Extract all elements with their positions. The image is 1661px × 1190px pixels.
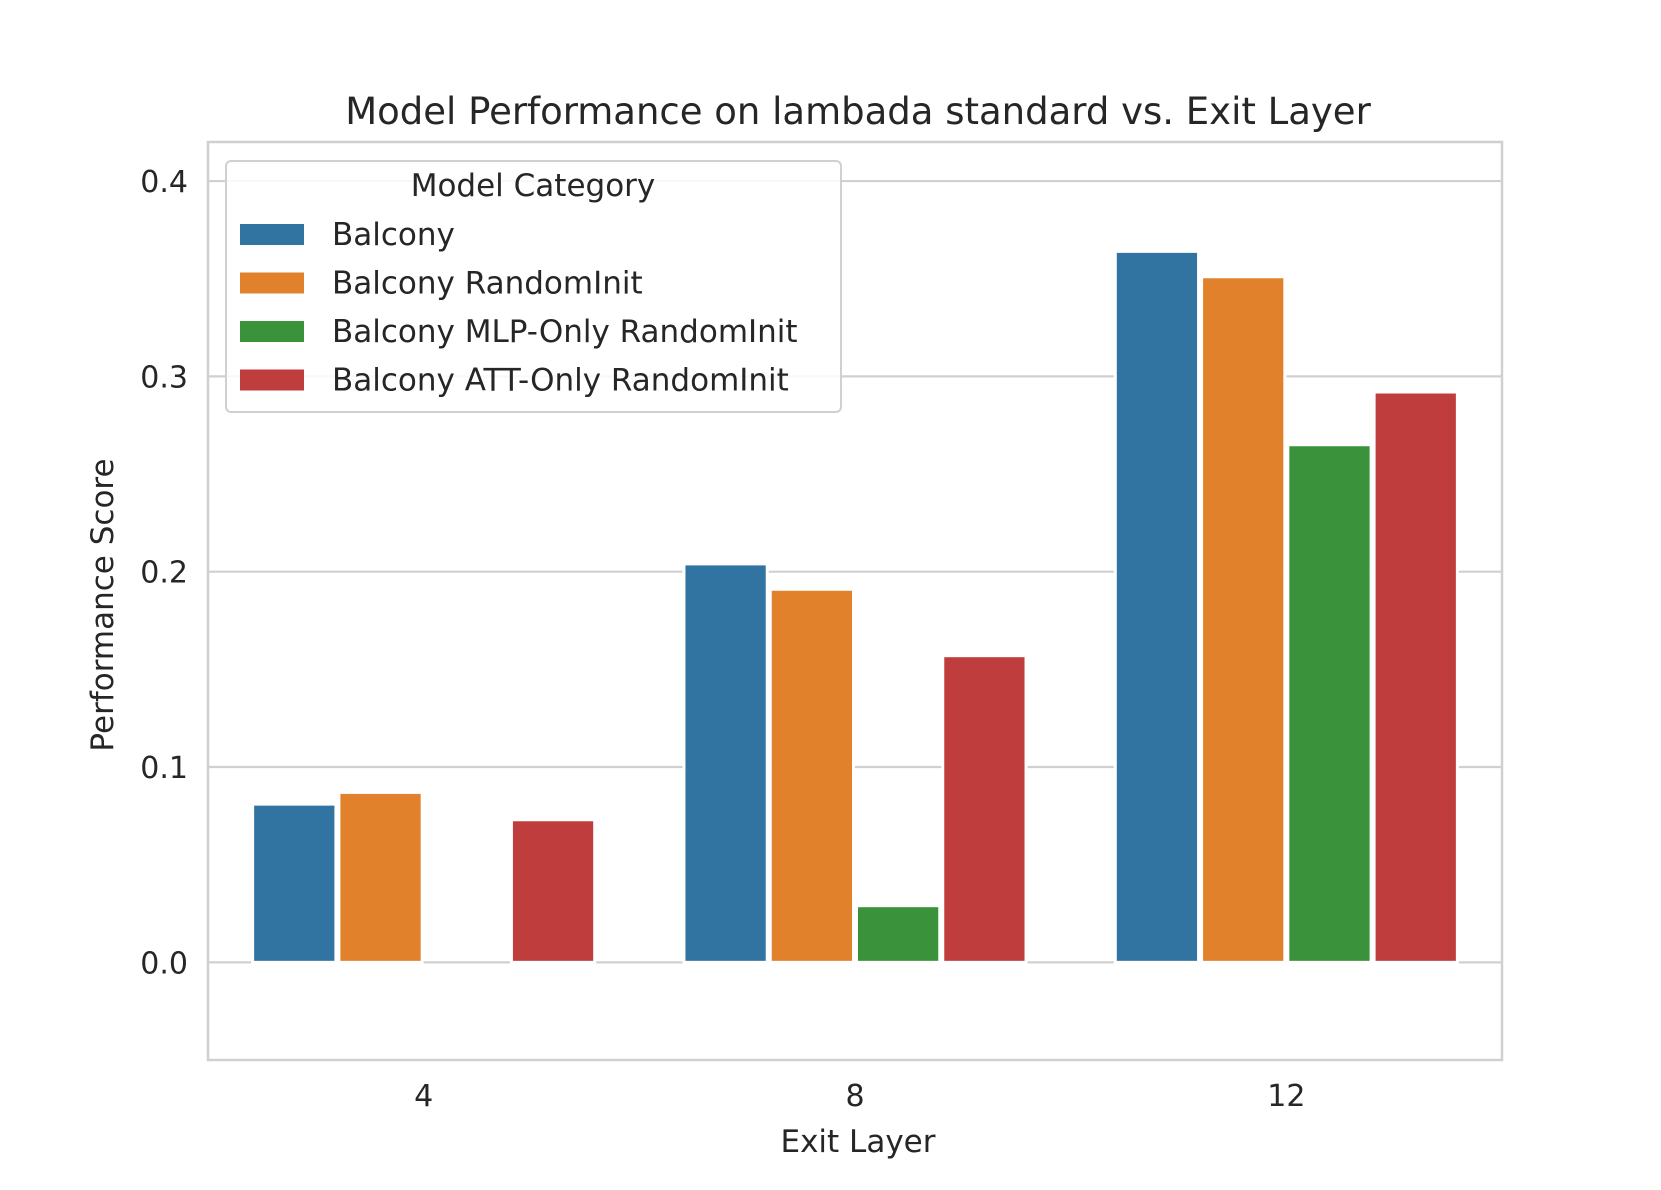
bar-balcony-randominit-12	[1200, 275, 1287, 964]
legend-label: Balcony ATT-Only RandomInit	[332, 363, 789, 399]
bar-balcony-12	[1113, 249, 1201, 964]
legend-label: Balcony MLP-Only RandomInit	[332, 314, 798, 350]
legend-box	[225, 160, 842, 413]
legend-swatch	[240, 369, 304, 391]
legend-label: Balcony RandomInit	[332, 266, 643, 302]
bar-balcony-att-only-randominit-12	[1372, 390, 1459, 964]
legend-entries: Balcony Balcony RandomInit Balcony MLP-Onl…	[240, 217, 798, 399]
x-tick-label: 8	[845, 1079, 864, 1114]
bar-balcony-4	[251, 802, 338, 964]
bar-balcony-mlp-only-randominit-8	[855, 904, 942, 964]
x-axis-label: Exit Layer	[781, 1124, 936, 1160]
bar-balcony-mlp-only-randominit-12	[1286, 443, 1373, 964]
y-tick-label: 0.4	[140, 165, 188, 200]
legend-swatch	[240, 272, 304, 294]
bar-balcony-att-only-randominit-4	[509, 818, 597, 964]
plot-frame	[206, 140, 1504, 1062]
legend-swatch	[240, 224, 304, 245]
legend-label: Balcony	[332, 217, 455, 253]
legend-swatch	[240, 321, 304, 342]
y-tick-labels: 0.0 0.1 0.2 0.3 0.4	[140, 165, 188, 981]
y-tick-label: 0.3	[140, 360, 188, 395]
bar-balcony-8	[682, 562, 769, 964]
x-tick-labels: 4 8 12	[414, 1079, 1305, 1114]
x-tick-label: 12	[1267, 1079, 1305, 1114]
x-tick-label: 4	[414, 1079, 433, 1114]
y-tick-label: 0.2	[140, 556, 188, 591]
legend-title: Model Category	[411, 168, 656, 204]
legend: Model Category Balcony Balcony RandomInit…	[225, 160, 842, 413]
bar-balcony-randominit-8	[768, 587, 856, 964]
chart-title: Model Performance on lambada standard vs…	[345, 90, 1371, 133]
y-axis-label: Performance Score	[85, 458, 121, 751]
bar-balcony-randominit-4	[337, 790, 424, 964]
bars	[251, 249, 1459, 964]
y-tick-label: 0.0	[140, 946, 188, 981]
bar-balcony-att-only-randominit-8	[941, 654, 1028, 964]
y-tick-label: 0.1	[140, 751, 188, 786]
